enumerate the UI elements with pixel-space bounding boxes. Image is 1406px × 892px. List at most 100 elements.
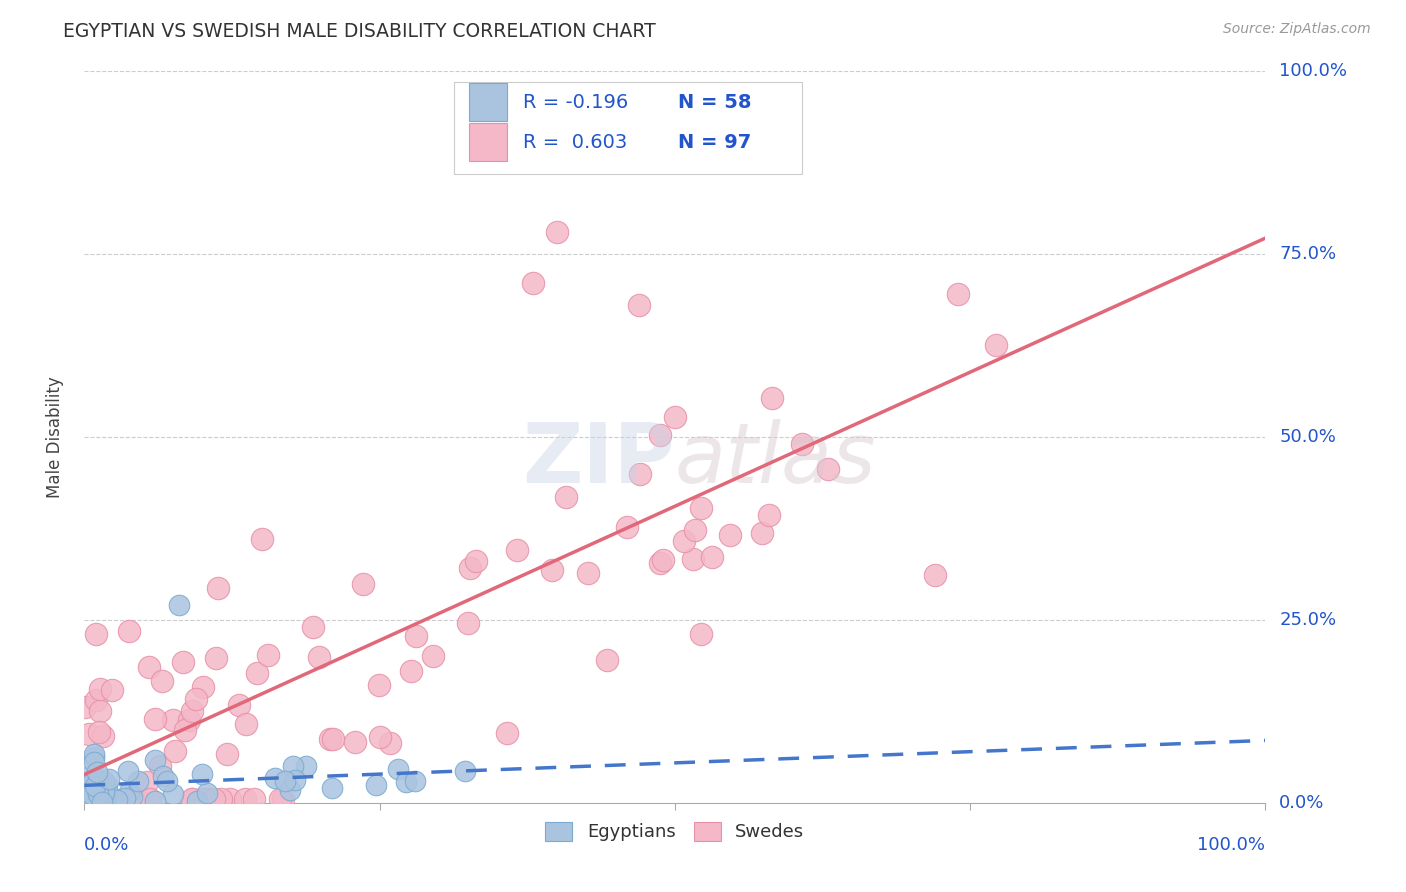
Point [89, 792, 111, 806]
Point [105, 793, 128, 807]
Point [76, 778, 98, 792]
Point [84, 780, 107, 794]
Point [172, 655, 194, 669]
Point [457, 615, 479, 630]
Point [181, 704, 204, 718]
Point [127, 773, 149, 788]
Point [596, 653, 619, 667]
Point [246, 666, 269, 681]
Point [648, 428, 671, 442]
Point [652, 553, 675, 567]
Point [817, 462, 839, 476]
Point [616, 519, 638, 533]
Point [422, 648, 444, 663]
Point [76, 792, 98, 806]
Point [209, 792, 232, 806]
Text: N = 58: N = 58 [679, 93, 752, 112]
Point [984, 337, 1007, 351]
Point [758, 508, 780, 523]
Point [96, 790, 118, 805]
Point [295, 759, 318, 773]
Point [495, 726, 517, 740]
Point [93, 785, 115, 799]
Point [143, 753, 166, 767]
Point [352, 577, 374, 591]
Point [690, 500, 713, 515]
Point [946, 287, 969, 301]
Point [453, 764, 475, 779]
Point [173, 723, 195, 737]
Point [181, 792, 204, 806]
Text: R = -0.196: R = -0.196 [523, 93, 627, 112]
Point [718, 527, 741, 541]
Point [664, 409, 686, 424]
Point [97, 786, 120, 800]
Point [322, 732, 344, 747]
Point [87, 787, 110, 801]
Point [80, 768, 103, 782]
Point [256, 648, 278, 662]
Point [83, 755, 105, 769]
Point [87, 782, 110, 797]
Point [205, 650, 228, 665]
Text: 0.0%: 0.0% [1279, 794, 1324, 812]
Point [399, 664, 422, 678]
Point [751, 526, 773, 541]
Point [121, 790, 143, 805]
Point [648, 557, 671, 571]
Point [77, 789, 100, 804]
Point [318, 732, 340, 747]
Point [156, 773, 179, 788]
Point [673, 534, 696, 549]
Point [228, 698, 250, 712]
Point [321, 781, 343, 796]
Point [107, 795, 129, 809]
Point [366, 778, 388, 792]
Point [387, 762, 409, 776]
Point [186, 794, 208, 808]
Point [250, 533, 273, 547]
Point [114, 790, 136, 805]
Text: 0.0%: 0.0% [84, 836, 129, 854]
Point [84, 627, 107, 641]
Point [700, 550, 723, 565]
Point [179, 713, 201, 727]
Point [761, 391, 783, 405]
Point [139, 792, 162, 806]
Point [118, 624, 141, 639]
Point [378, 736, 401, 750]
Point [89, 724, 111, 739]
Point [404, 773, 426, 788]
Point [368, 730, 391, 744]
Point [89, 681, 111, 696]
Legend: Egyptians, Swedes: Egyptians, Swedes [538, 814, 811, 848]
Point [202, 792, 225, 806]
Point [215, 747, 238, 761]
Point [269, 792, 291, 806]
Text: 25.0%: 25.0% [1279, 611, 1337, 629]
Text: R =  0.603: R = 0.603 [523, 133, 627, 152]
Point [685, 523, 707, 537]
Point [723, 152, 745, 166]
Point [91, 787, 114, 801]
Point [219, 792, 242, 806]
Text: ZIP: ZIP [523, 418, 675, 500]
Text: 100.0%: 100.0% [1279, 62, 1347, 80]
Point [96, 778, 118, 792]
Point [191, 680, 214, 694]
Y-axis label: Male Disability: Male Disability [45, 376, 63, 498]
Point [200, 792, 222, 806]
Point [343, 735, 366, 749]
Point [541, 563, 564, 577]
Point [554, 490, 576, 504]
Point [118, 785, 141, 799]
Point [100, 683, 122, 698]
Point [924, 567, 946, 582]
Point [73, 699, 96, 714]
Point [84, 692, 107, 706]
Point [98, 772, 121, 787]
Point [83, 750, 105, 764]
Point [546, 225, 568, 239]
Point [77, 727, 100, 741]
Point [576, 566, 599, 581]
